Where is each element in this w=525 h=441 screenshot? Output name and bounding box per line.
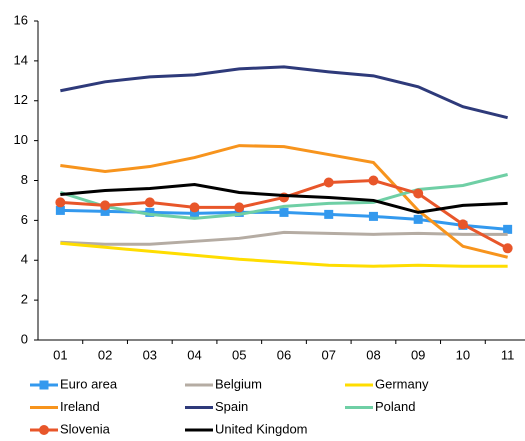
- x-tick-label: 10: [456, 347, 470, 362]
- point-marker: [100, 206, 110, 216]
- x-tick-label: 07: [321, 347, 335, 362]
- point-marker: [145, 207, 155, 217]
- point-marker: [324, 209, 334, 219]
- x-tick-label: 09: [411, 347, 425, 362]
- x-tick-label: 04: [187, 347, 201, 362]
- point-marker: [502, 243, 513, 254]
- y-tick-label: 14: [14, 52, 28, 67]
- legend-label: Poland: [375, 399, 415, 414]
- point-marker: [279, 207, 289, 217]
- point-marker: [368, 175, 379, 186]
- point-marker: [189, 202, 200, 213]
- y-tick-label: 8: [21, 172, 28, 187]
- x-tick-label: 02: [98, 347, 112, 362]
- x-tick-label: 08: [366, 347, 380, 362]
- point-marker: [413, 214, 423, 224]
- y-tick-label: 16: [14, 12, 28, 27]
- x-tick-label: 06: [277, 347, 291, 362]
- y-tick-label: 0: [21, 331, 28, 346]
- point-marker: [100, 200, 111, 211]
- y-tick-label: 2: [21, 292, 28, 307]
- series-line: [59, 173, 508, 220]
- x-tick-label: 03: [143, 347, 157, 362]
- point-marker: [190, 208, 200, 218]
- y-tick-label: 10: [14, 132, 28, 147]
- point-marker: [413, 188, 424, 199]
- legend-marker: [39, 425, 49, 435]
- series-line: [60, 65, 508, 120]
- point-marker: [457, 219, 468, 230]
- series-line: [60, 241, 508, 268]
- x-tick-label: 01: [53, 347, 67, 362]
- point-marker: [55, 197, 66, 208]
- point-marker: [503, 224, 513, 234]
- legend-label: Spain: [215, 399, 248, 414]
- y-tick-label: 6: [21, 212, 28, 227]
- x-tick-label: 11: [501, 347, 515, 362]
- x-tick-label: 05: [232, 347, 246, 362]
- y-tick-label: 12: [14, 92, 28, 107]
- legend-label: United Kingdom: [215, 421, 308, 436]
- series-line: [60, 230, 508, 246]
- legend-label: Ireland: [60, 399, 100, 414]
- legend-label: Slovenia: [60, 421, 111, 436]
- legend-label: Euro area: [60, 376, 118, 391]
- point-marker: [234, 202, 245, 213]
- point-marker: [55, 205, 65, 215]
- legend-marker: [39, 380, 49, 390]
- legend-label: Germany: [375, 376, 429, 391]
- y-tick-label: 4: [21, 252, 28, 267]
- series-line: [60, 182, 508, 214]
- point-marker: [368, 211, 378, 221]
- legend-label: Belgium: [215, 376, 262, 391]
- point-marker: [144, 197, 155, 208]
- series-line: [60, 144, 508, 259]
- point-marker: [323, 177, 334, 188]
